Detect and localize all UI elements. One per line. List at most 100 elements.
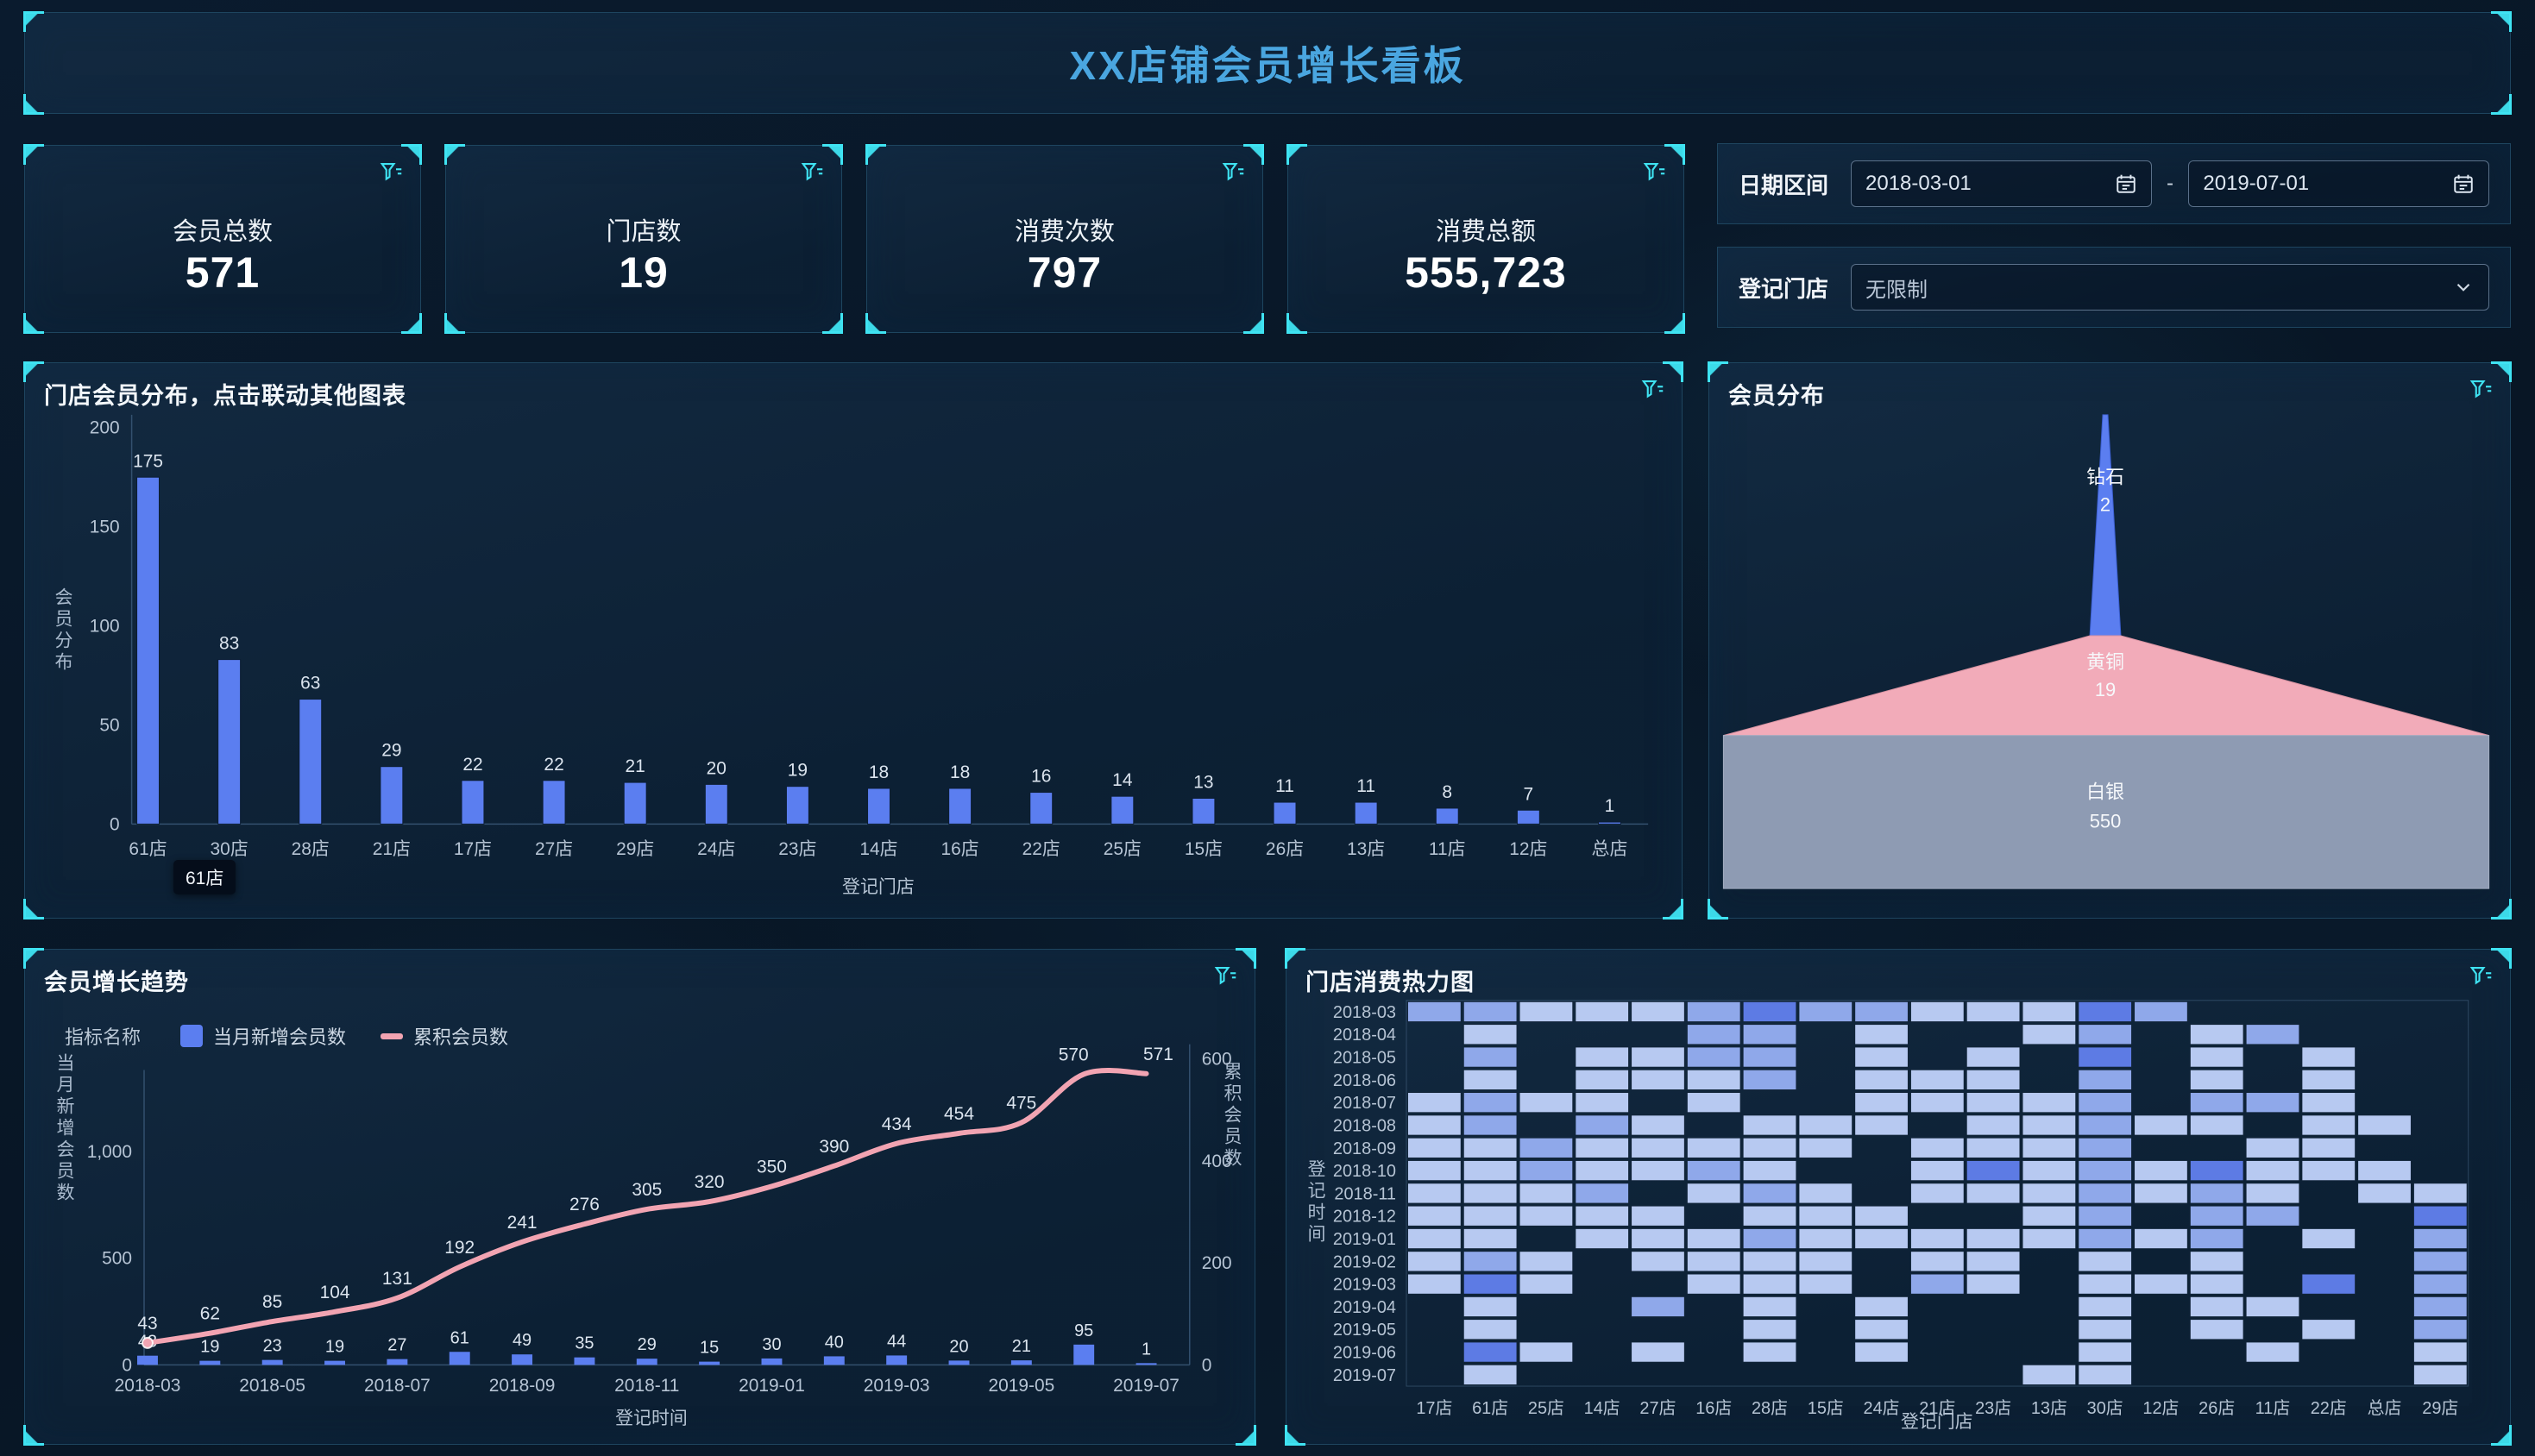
svg-text:2018-11: 2018-11 [1334,1184,1396,1203]
svg-text:白银: 白银 [2086,781,2124,802]
svg-text:29店: 29店 [2422,1398,2458,1418]
svg-text:19: 19 [788,761,808,781]
svg-text:2019-07: 2019-07 [1113,1376,1179,1396]
svg-text:1,000: 1,000 [87,1142,132,1162]
member-levels-funnel-chart[interactable]: 钻石 2 黄铜 19 白银 550 [1709,363,2510,918]
member-growth-trend-chart[interactable]: 05001,0000200400600431923192761493529153… [25,950,1255,1444]
svg-text:49: 49 [513,1331,532,1350]
svg-text:2019-05: 2019-05 [1333,1321,1396,1340]
svg-text:17店: 17店 [454,839,492,859]
filter-icon[interactable] [2469,963,2494,989]
store-select[interactable]: 无限制 [1851,264,2489,311]
store-consume-heatmap-panel: 门店消费热力图 登记时间 2018-03 2018-04 2018-05 2018-0… [1285,948,2512,1446]
store-consume-heatmap[interactable]: 2018-03 2018-04 2018-05 2018-06 2018-07 2018-… [1286,950,2510,1444]
svg-text:2: 2 [2100,493,2110,515]
svg-text:2019-05: 2019-05 [988,1376,1054,1396]
svg-text:30店: 30店 [2087,1398,2123,1418]
filter-icon[interactable] [1642,160,1668,185]
svg-text:0: 0 [1202,1355,1212,1375]
svg-text:29: 29 [381,741,401,761]
line-series-swatch [381,1032,404,1039]
svg-text:2018-03: 2018-03 [1333,1003,1396,1022]
svg-text:30店: 30店 [211,839,248,859]
corner-accent [1286,313,1307,334]
kpi-card-consume-total: 消费总额 555,723 [1286,144,1685,334]
svg-text:22: 22 [462,755,482,775]
svg-text:0: 0 [110,814,120,834]
svg-text:25店: 25店 [1104,839,1142,859]
svg-text:2019-06: 2019-06 [1333,1344,1396,1363]
filter-icon[interactable] [800,160,826,185]
svg-text:13店: 13店 [2031,1398,2067,1418]
date-end-input[interactable]: 2019-07-01 [2188,160,2490,207]
svg-text:11: 11 [1275,776,1294,796]
svg-text:40: 40 [825,1333,844,1352]
svg-text:2018-05: 2018-05 [239,1376,305,1396]
svg-text:14店: 14店 [859,839,897,859]
svg-text:29: 29 [638,1335,657,1354]
kpi-card-stores: 门店数 19 [444,144,843,334]
svg-text:44: 44 [887,1332,906,1351]
svg-text:27: 27 [387,1336,406,1355]
svg-text:16: 16 [1031,767,1051,787]
svg-text:登记时间: 登记时间 [615,1409,688,1428]
corner-accent [865,313,886,334]
svg-text:12店: 12店 [1509,839,1547,859]
svg-text:7: 7 [1524,784,1534,804]
calendar-icon[interactable] [2452,173,2475,195]
svg-text:2018-08: 2018-08 [1333,1116,1396,1135]
svg-text:2018-04: 2018-04 [1333,1026,1396,1045]
date-start-input[interactable]: 2018-03-01 [1851,160,2152,207]
svg-text:2018-07: 2018-07 [1333,1094,1396,1113]
filter-icon[interactable] [2469,377,2494,403]
svg-text:305: 305 [632,1180,662,1200]
svg-text:500: 500 [102,1249,132,1269]
heatmap-title: 门店消费热力图 [1305,970,1475,995]
svg-text:21店: 21店 [1919,1398,1955,1418]
store-filter: 登记门店 无限制 [1717,247,2511,328]
svg-text:22店: 22店 [2311,1398,2347,1418]
svg-text:454: 454 [944,1104,974,1124]
svg-text:390: 390 [819,1137,849,1157]
svg-text:黄铜: 黄铜 [2086,651,2124,673]
funnel-chart-title: 会员分布 [1728,383,1825,409]
filter-icon[interactable] [379,160,405,185]
calendar-icon[interactable] [2115,173,2137,195]
svg-text:1: 1 [1142,1340,1151,1359]
svg-text:400: 400 [1202,1152,1232,1171]
corner-accent [444,313,465,334]
svg-text:12店: 12店 [2142,1398,2179,1418]
legend-item-bar[interactable]: 当月新增会员数 [180,1022,346,1050]
svg-text:2019-04: 2019-04 [1333,1298,1396,1317]
svg-text:2019-07: 2019-07 [1333,1366,1396,1385]
svg-text:27店: 27店 [1639,1398,1676,1418]
store-members-bar-panel: 门店会员分布，点击联动其他图表 会员分布 0 50 100 150 200 175 61店 8… [23,361,1683,919]
corner-accent [1664,313,1685,334]
date-end-value: 2019-07-01 [2203,172,2310,195]
svg-text:2018-06: 2018-06 [1333,1071,1396,1090]
legend-item-line[interactable]: 累积会员数 [381,1022,508,1050]
svg-text:600: 600 [1202,1050,1232,1070]
svg-text:192: 192 [444,1238,475,1258]
store-select-value: 无限制 [1865,278,1928,302]
svg-text:19: 19 [325,1338,344,1357]
kpi-label: 门店数 [606,218,682,246]
svg-text:2019-01: 2019-01 [1333,1230,1396,1249]
heatmap-y-axis-title: 登记时间 [1305,1159,1325,1246]
svg-text:1: 1 [1605,796,1615,816]
filter-icon[interactable] [1213,963,1239,989]
svg-text:24店: 24店 [697,839,735,859]
svg-text:0: 0 [122,1355,132,1375]
corner-accent [2491,11,2512,32]
svg-text:29店: 29店 [616,839,654,859]
chevron-down-icon[interactable] [2452,276,2475,298]
svg-text:61店: 61店 [1472,1398,1508,1418]
store-members-bar-chart[interactable]: 0 50 100 150 200 175 61店 83 30店 63 28店 29 21店 22 17店 22… [25,363,1682,918]
svg-text:550: 550 [2090,810,2122,832]
filter-icon[interactable] [1640,377,1666,403]
trend-legend: 指标名称 当月新增会员数 累积会员数 [65,1022,543,1050]
svg-text:17店: 17店 [1416,1398,1452,1418]
svg-text:16店: 16店 [941,839,979,859]
svg-text:26店: 26店 [2198,1398,2235,1418]
filter-icon[interactable] [1221,160,1247,185]
